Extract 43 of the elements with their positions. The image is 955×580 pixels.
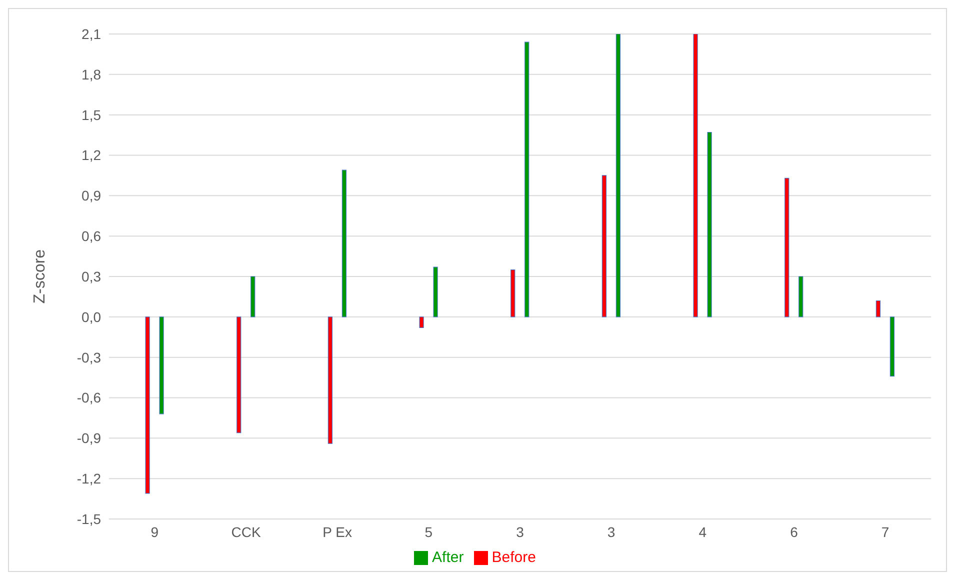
bar xyxy=(328,316,332,444)
y-tick-label: 1,8 xyxy=(82,66,102,82)
bar xyxy=(602,175,606,318)
y-tick-label: 0,3 xyxy=(82,268,102,284)
bar xyxy=(707,132,712,318)
bar xyxy=(145,316,150,494)
bar xyxy=(876,300,880,318)
x-tick-label: 3 xyxy=(607,524,616,540)
bar xyxy=(890,316,894,376)
x-tick-label: 5 xyxy=(424,524,433,540)
y-tick-label: -0,3 xyxy=(76,349,102,366)
y-tick-label: 0,6 xyxy=(82,228,102,244)
y-tick-label: -0,9 xyxy=(76,430,102,446)
bar xyxy=(784,178,790,318)
y-tick-label: 0,0 xyxy=(82,308,102,325)
x-tick-label: P Ex xyxy=(322,524,352,540)
bar xyxy=(419,316,424,328)
legend-label: After xyxy=(432,549,464,566)
legend-label: Before xyxy=(492,549,536,566)
bar xyxy=(250,276,256,318)
bar xyxy=(798,276,804,318)
bar xyxy=(616,34,620,318)
bar xyxy=(236,316,242,434)
x-tick-label: 9 xyxy=(150,524,159,540)
y-tick-label: 1,2 xyxy=(82,147,102,164)
y-tick-label: 1,5 xyxy=(82,106,102,123)
y-axis-title: Z-score xyxy=(32,249,49,304)
y-tick-label: 2,1 xyxy=(82,26,102,42)
x-tick-label: 7 xyxy=(881,524,890,540)
x-tick-label: CCK xyxy=(231,524,262,540)
y-tick-label: -1,2 xyxy=(76,470,102,487)
y-tick-label: -0,6 xyxy=(76,390,102,406)
bar xyxy=(159,316,164,414)
bar xyxy=(433,266,438,318)
y-tick-label: 0,9 xyxy=(82,188,102,204)
x-tick-label: 3 xyxy=(516,524,524,540)
y-tick-label: -1,5 xyxy=(76,510,102,527)
x-tick-label: 6 xyxy=(790,524,798,540)
x-tick-label: 4 xyxy=(698,524,707,540)
bar xyxy=(693,34,698,318)
bar xyxy=(524,42,530,318)
bar xyxy=(510,269,516,318)
bar xyxy=(342,170,346,318)
